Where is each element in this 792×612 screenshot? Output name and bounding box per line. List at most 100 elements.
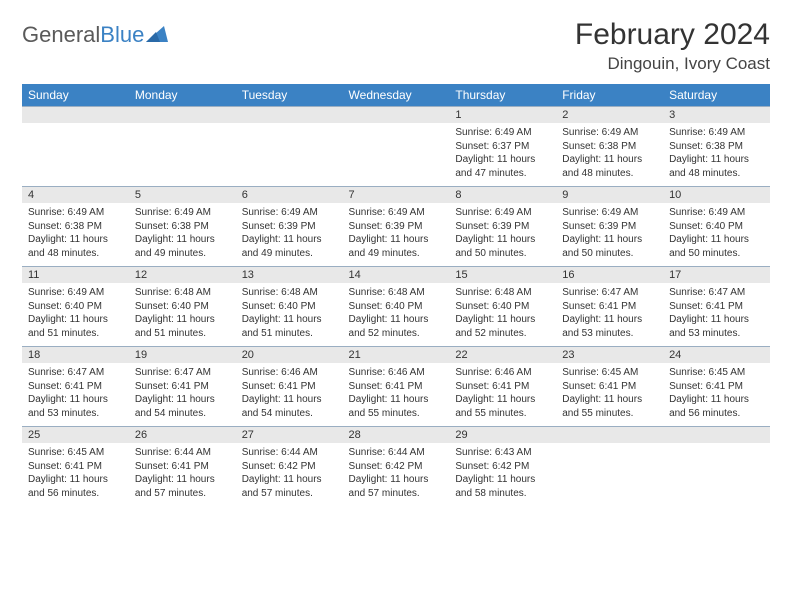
sunset-line: Sunset: 6:39 PM [562, 220, 657, 234]
calendar-day-cell: 19Sunrise: 6:47 AMSunset: 6:41 PMDayligh… [129, 346, 236, 426]
sunrise-line: Sunrise: 6:44 AM [349, 446, 444, 460]
sunset-line: Sunset: 6:41 PM [28, 380, 123, 394]
day-number-bar: 16 [556, 266, 663, 283]
calendar-day-cell: 11Sunrise: 6:49 AMSunset: 6:40 PMDayligh… [22, 266, 129, 346]
day-number-bar: 6 [236, 186, 343, 203]
header: GeneralBlue February 2024 Dingouin, Ivor… [22, 18, 770, 74]
calendar-day-cell: 18Sunrise: 6:47 AMSunset: 6:41 PMDayligh… [22, 346, 129, 426]
day-detail: Sunrise: 6:48 AMSunset: 6:40 PMDaylight:… [449, 283, 556, 346]
sunset-line: Sunset: 6:39 PM [349, 220, 444, 234]
calendar-day-cell [22, 106, 129, 186]
sunrise-line: Sunrise: 6:47 AM [135, 366, 230, 380]
day-number-bar: 28 [343, 426, 450, 443]
weekday-header-row: SundayMondayTuesdayWednesdayThursdayFrid… [22, 84, 770, 106]
day-detail: Sunrise: 6:49 AMSunset: 6:39 PMDaylight:… [236, 203, 343, 266]
calendar-week-row: 4Sunrise: 6:49 AMSunset: 6:38 PMDaylight… [22, 186, 770, 266]
day-number-bar: 1 [449, 106, 556, 123]
weekday-header: Sunday [22, 84, 129, 106]
day-number-bar: 14 [343, 266, 450, 283]
day-number-bar [22, 106, 129, 123]
daylight-line: Daylight: 11 hours and 51 minutes. [242, 313, 337, 340]
sunrise-line: Sunrise: 6:49 AM [455, 126, 550, 140]
sunrise-line: Sunrise: 6:45 AM [669, 366, 764, 380]
day-detail: Sunrise: 6:48 AMSunset: 6:40 PMDaylight:… [129, 283, 236, 346]
sunrise-line: Sunrise: 6:46 AM [349, 366, 444, 380]
sunset-line: Sunset: 6:37 PM [455, 140, 550, 154]
day-number-bar: 19 [129, 346, 236, 363]
day-detail: Sunrise: 6:47 AMSunset: 6:41 PMDaylight:… [663, 283, 770, 346]
daylight-line: Daylight: 11 hours and 53 minutes. [562, 313, 657, 340]
day-number-bar: 17 [663, 266, 770, 283]
day-number-bar: 24 [663, 346, 770, 363]
day-number-bar: 23 [556, 346, 663, 363]
day-detail [663, 443, 770, 505]
calendar-day-cell: 17Sunrise: 6:47 AMSunset: 6:41 PMDayligh… [663, 266, 770, 346]
weekday-header: Tuesday [236, 84, 343, 106]
day-number-bar: 2 [556, 106, 663, 123]
calendar-day-cell [129, 106, 236, 186]
calendar-day-cell: 23Sunrise: 6:45 AMSunset: 6:41 PMDayligh… [556, 346, 663, 426]
calendar-day-cell: 1Sunrise: 6:49 AMSunset: 6:37 PMDaylight… [449, 106, 556, 186]
calendar-day-cell: 20Sunrise: 6:46 AMSunset: 6:41 PMDayligh… [236, 346, 343, 426]
sunset-line: Sunset: 6:41 PM [562, 380, 657, 394]
sunset-line: Sunset: 6:42 PM [242, 460, 337, 474]
sunrise-line: Sunrise: 6:47 AM [669, 286, 764, 300]
day-detail [556, 443, 663, 505]
sunset-line: Sunset: 6:41 PM [28, 460, 123, 474]
calendar-day-cell: 24Sunrise: 6:45 AMSunset: 6:41 PMDayligh… [663, 346, 770, 426]
day-detail: Sunrise: 6:49 AMSunset: 6:39 PMDaylight:… [556, 203, 663, 266]
sunrise-line: Sunrise: 6:48 AM [349, 286, 444, 300]
sunset-line: Sunset: 6:41 PM [562, 300, 657, 314]
calendar-body: 1Sunrise: 6:49 AMSunset: 6:37 PMDaylight… [22, 106, 770, 506]
weekday-header: Wednesday [343, 84, 450, 106]
calendar-day-cell: 21Sunrise: 6:46 AMSunset: 6:41 PMDayligh… [343, 346, 450, 426]
day-number-bar: 25 [22, 426, 129, 443]
sunrise-line: Sunrise: 6:44 AM [135, 446, 230, 460]
day-detail: Sunrise: 6:45 AMSunset: 6:41 PMDaylight:… [663, 363, 770, 426]
day-detail: Sunrise: 6:45 AMSunset: 6:41 PMDaylight:… [556, 363, 663, 426]
calendar-day-cell: 3Sunrise: 6:49 AMSunset: 6:38 PMDaylight… [663, 106, 770, 186]
sunrise-line: Sunrise: 6:44 AM [242, 446, 337, 460]
day-detail: Sunrise: 6:47 AMSunset: 6:41 PMDaylight:… [556, 283, 663, 346]
daylight-line: Daylight: 11 hours and 51 minutes. [135, 313, 230, 340]
day-number-bar: 22 [449, 346, 556, 363]
logo: GeneralBlue [22, 18, 168, 48]
page-subtitle: Dingouin, Ivory Coast [575, 54, 770, 74]
sunrise-line: Sunrise: 6:49 AM [135, 206, 230, 220]
daylight-line: Daylight: 11 hours and 53 minutes. [28, 393, 123, 420]
day-number-bar: 27 [236, 426, 343, 443]
daylight-line: Daylight: 11 hours and 50 minutes. [455, 233, 550, 260]
sunset-line: Sunset: 6:41 PM [669, 300, 764, 314]
sunset-line: Sunset: 6:41 PM [669, 380, 764, 394]
calendar-day-cell: 28Sunrise: 6:44 AMSunset: 6:42 PMDayligh… [343, 426, 450, 506]
calendar-day-cell: 13Sunrise: 6:48 AMSunset: 6:40 PMDayligh… [236, 266, 343, 346]
day-detail: Sunrise: 6:47 AMSunset: 6:41 PMDaylight:… [129, 363, 236, 426]
day-detail: Sunrise: 6:45 AMSunset: 6:41 PMDaylight:… [22, 443, 129, 506]
sunset-line: Sunset: 6:38 PM [135, 220, 230, 234]
sunset-line: Sunset: 6:40 PM [242, 300, 337, 314]
sunset-line: Sunset: 6:40 PM [669, 220, 764, 234]
sunset-line: Sunset: 6:42 PM [455, 460, 550, 474]
sunrise-line: Sunrise: 6:46 AM [242, 366, 337, 380]
calendar-day-cell: 2Sunrise: 6:49 AMSunset: 6:38 PMDaylight… [556, 106, 663, 186]
day-number-bar [343, 106, 450, 123]
calendar-week-row: 1Sunrise: 6:49 AMSunset: 6:37 PMDaylight… [22, 106, 770, 186]
day-detail: Sunrise: 6:49 AMSunset: 6:40 PMDaylight:… [663, 203, 770, 266]
sunrise-line: Sunrise: 6:49 AM [349, 206, 444, 220]
calendar-day-cell: 29Sunrise: 6:43 AMSunset: 6:42 PMDayligh… [449, 426, 556, 506]
weekday-header: Saturday [663, 84, 770, 106]
calendar-week-row: 25Sunrise: 6:45 AMSunset: 6:41 PMDayligh… [22, 426, 770, 506]
day-number-bar: 15 [449, 266, 556, 283]
calendar-day-cell: 15Sunrise: 6:48 AMSunset: 6:40 PMDayligh… [449, 266, 556, 346]
daylight-line: Daylight: 11 hours and 55 minutes. [562, 393, 657, 420]
sunset-line: Sunset: 6:42 PM [349, 460, 444, 474]
daylight-line: Daylight: 11 hours and 55 minutes. [455, 393, 550, 420]
sunrise-line: Sunrise: 6:46 AM [455, 366, 550, 380]
sunset-line: Sunset: 6:41 PM [349, 380, 444, 394]
calendar-day-cell: 25Sunrise: 6:45 AMSunset: 6:41 PMDayligh… [22, 426, 129, 506]
logo-text-first: General [22, 22, 100, 48]
day-detail: Sunrise: 6:43 AMSunset: 6:42 PMDaylight:… [449, 443, 556, 506]
daylight-line: Daylight: 11 hours and 57 minutes. [242, 473, 337, 500]
day-number-bar: 8 [449, 186, 556, 203]
daylight-line: Daylight: 11 hours and 49 minutes. [135, 233, 230, 260]
